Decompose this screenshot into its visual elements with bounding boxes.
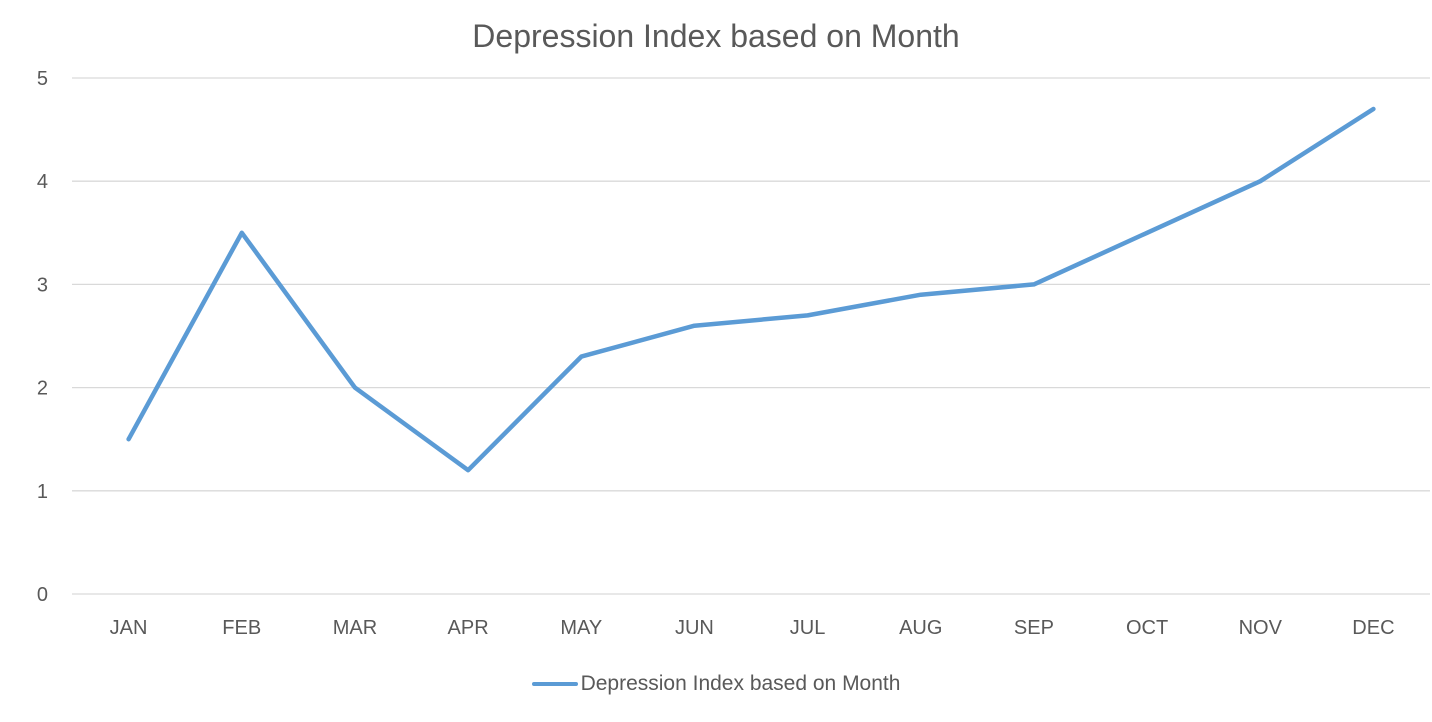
x-tick-label-nov: NOV — [1239, 617, 1283, 639]
x-tick-label-sep: SEP — [1014, 617, 1054, 639]
x-tick-label-may: MAY — [560, 617, 602, 639]
x-tick-label-feb: FEB — [222, 617, 261, 639]
x-tick-label-mar: MAR — [333, 617, 377, 639]
x-tick-label-dec: DEC — [1352, 617, 1394, 639]
x-tick-label-oct: OCT — [1126, 617, 1168, 639]
legend: Depression Index based on Month — [0, 672, 1432, 696]
y-tick-label-0: 0 — [37, 584, 48, 606]
chart-title: Depression Index based on Month — [472, 18, 960, 54]
legend-label: Depression Index based on Month — [580, 672, 901, 695]
x-tick-label-jan: JAN — [110, 617, 148, 639]
series-line-0 — [126, 106, 1376, 473]
x-tick-label-apr: APR — [448, 617, 489, 639]
x-tick-label-jul: JUL — [790, 617, 826, 639]
legend-swatch — [531, 682, 578, 686]
y-tick-label-1: 1 — [37, 481, 48, 503]
y-tick-label-2: 2 — [37, 378, 48, 400]
y-tick-label-3: 3 — [37, 274, 48, 296]
x-tick-label-aug: AUG — [899, 617, 942, 639]
y-tick-label-5: 5 — [37, 68, 48, 90]
y-tick-label-4: 4 — [37, 171, 48, 193]
x-tick-label-jun: JUN — [675, 617, 714, 639]
